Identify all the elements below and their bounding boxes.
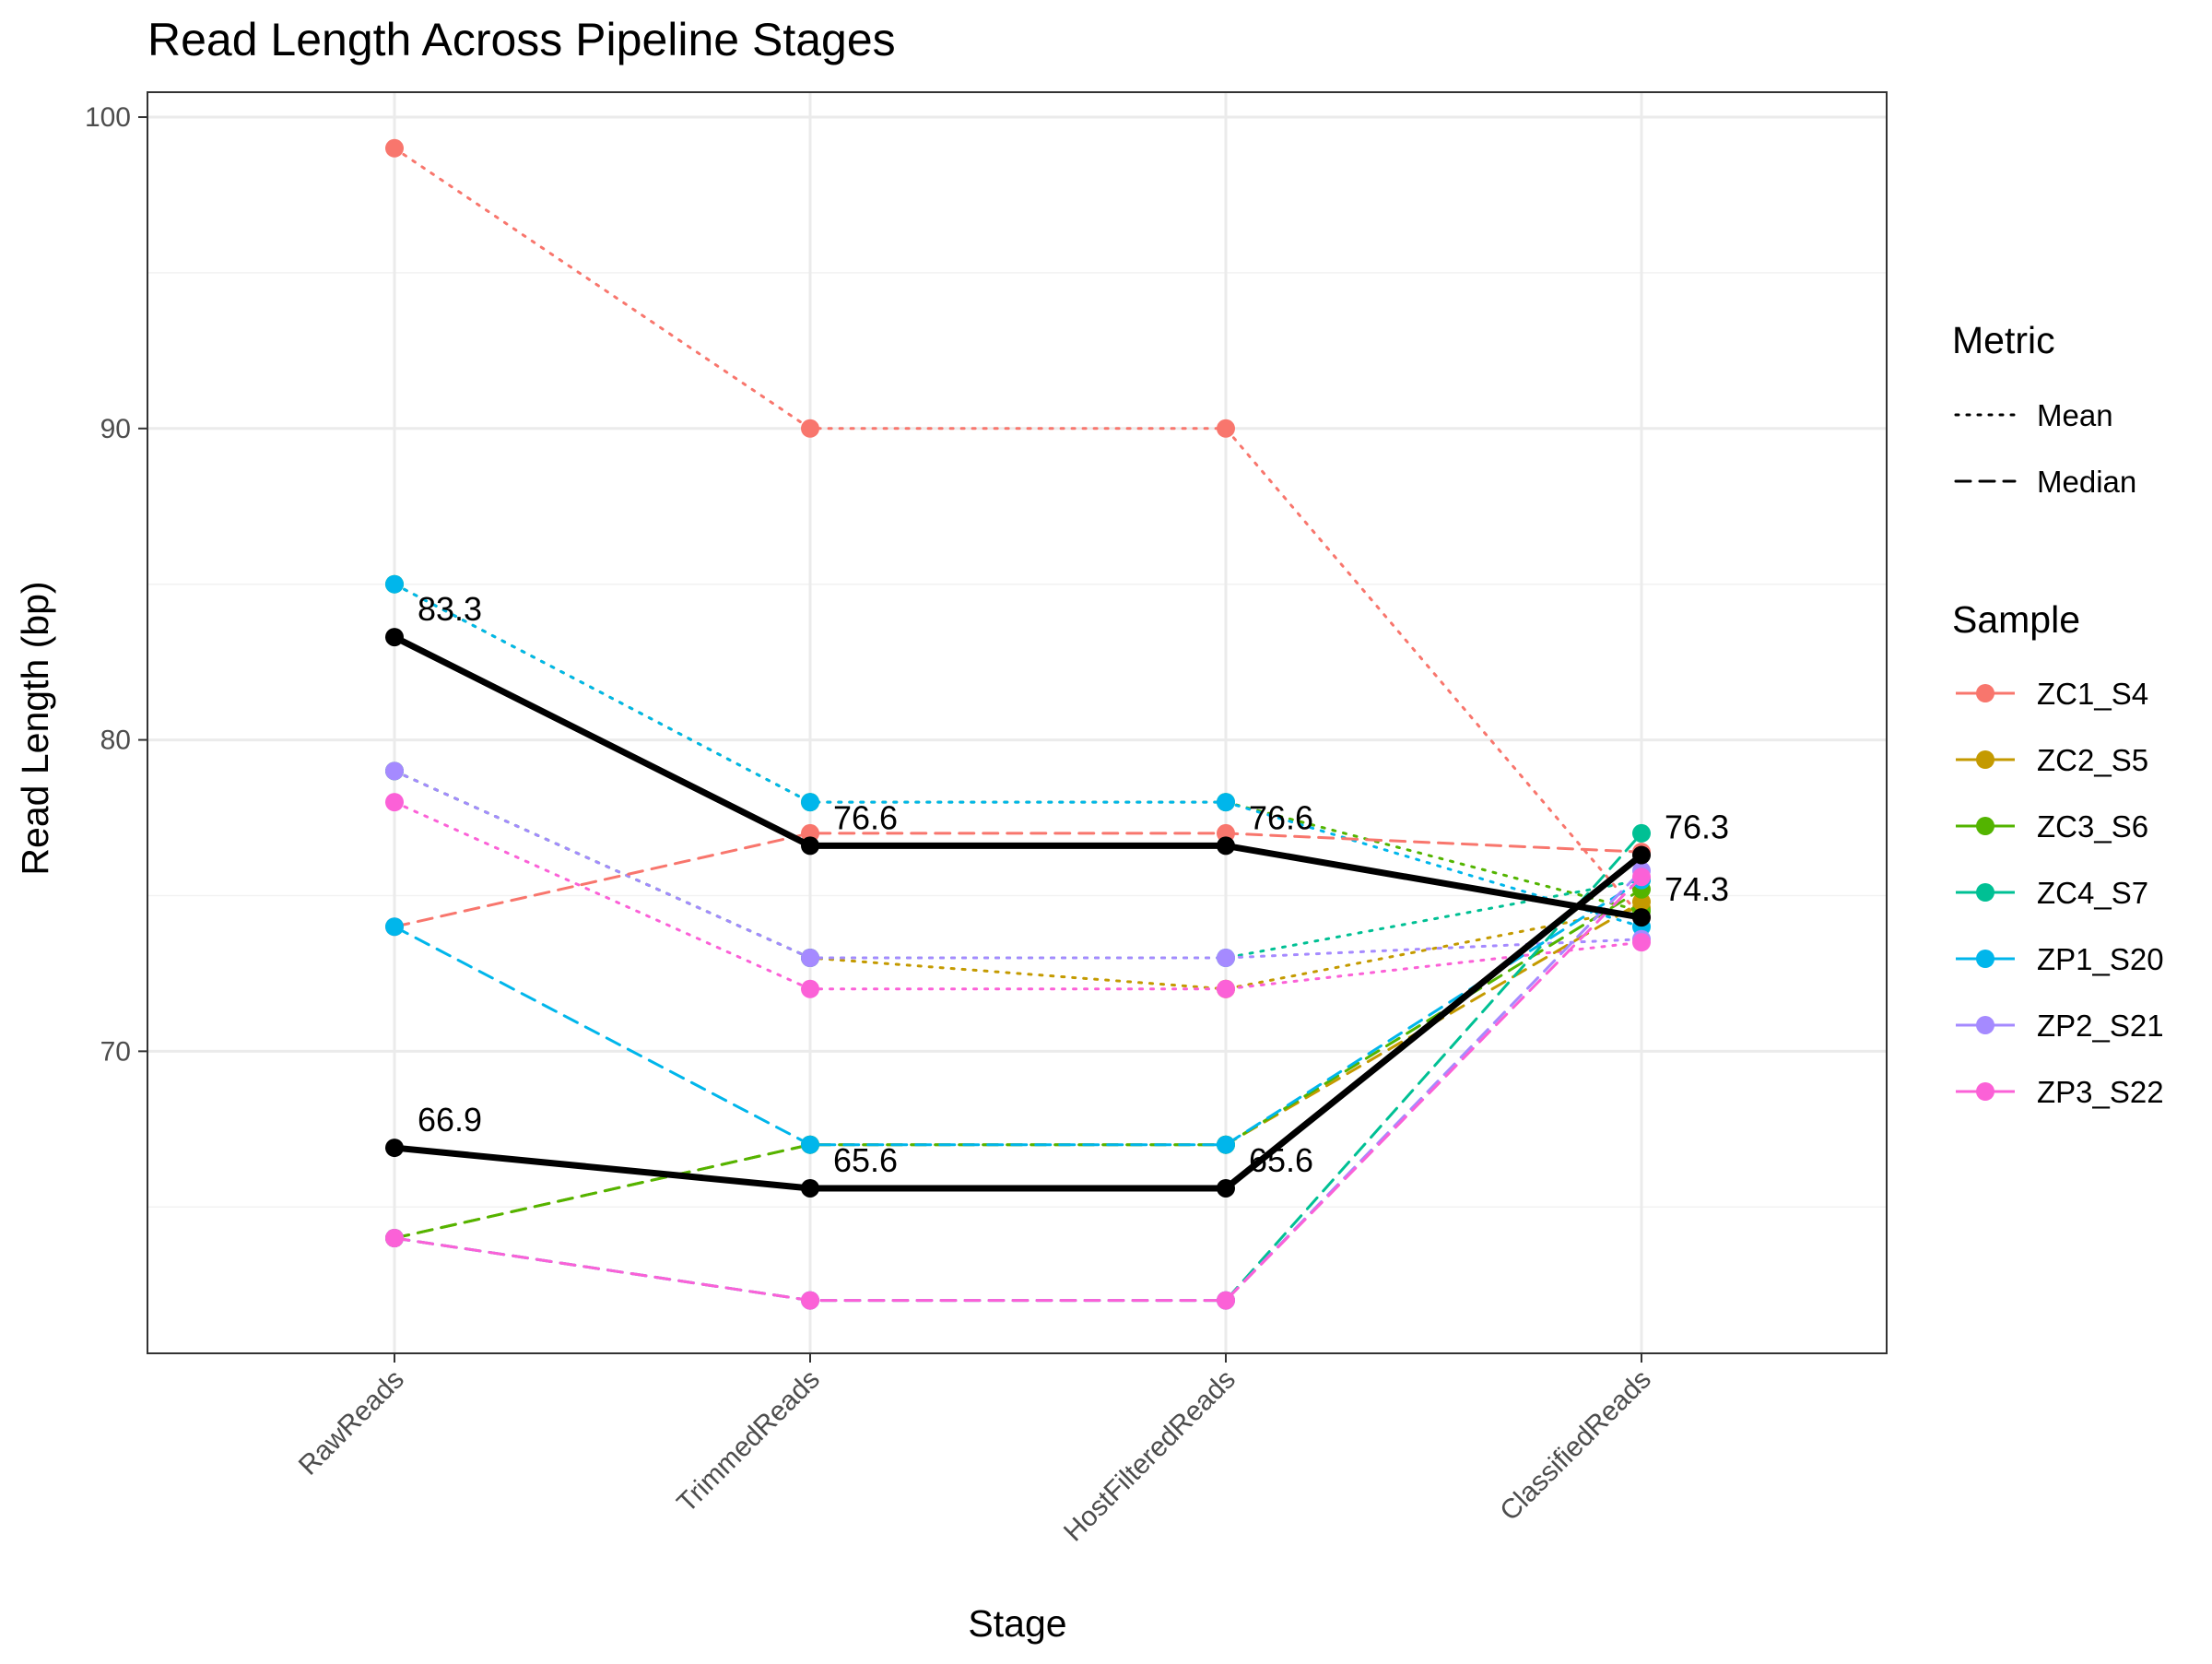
series-line-zp3_s22-median (393, 875, 1643, 1303)
data-point (1632, 823, 1651, 843)
summary-point (1217, 836, 1235, 856)
y-tick-label: 90 (100, 414, 131, 444)
y-axis-title: Read Length (bp) (14, 581, 56, 875)
data-point (801, 949, 819, 968)
legend-label: Median (2037, 465, 2136, 499)
data-point (801, 979, 819, 998)
series-line-zp1_s20-median (393, 879, 1643, 1147)
legend-marker (1976, 684, 1994, 702)
data-point (385, 1229, 404, 1248)
data-point (801, 1135, 819, 1154)
series-line-zp2_s21-mean (393, 769, 1643, 960)
legend-label: ZC2_S5 (2037, 743, 2148, 777)
data-point (385, 574, 404, 594)
summary-lines (385, 628, 1651, 1198)
legend-label: ZC1_S4 (2037, 677, 2148, 711)
data-point (1217, 793, 1235, 812)
data-point (385, 761, 404, 781)
summary-point (801, 836, 819, 856)
data-point (1217, 979, 1235, 998)
data-point (801, 419, 819, 438)
legend-label: ZC3_S6 (2037, 809, 2148, 844)
summary-point (1632, 908, 1651, 927)
data-labels: 83.3 76.6 76.6 74.3 66.9 65.6 65.6 76.3 (418, 590, 1729, 1179)
summary-point (1632, 845, 1651, 865)
x-axis-title: Stage (968, 1602, 1066, 1645)
data-label: 65.6 (833, 1141, 898, 1179)
data-label: 76.6 (1249, 798, 1313, 836)
legend-marker (1976, 817, 1994, 835)
data-point (801, 1291, 819, 1310)
y-tick-label: 100 (85, 102, 131, 133)
data-label: 83.3 (418, 590, 482, 628)
summary-point (385, 1139, 404, 1158)
legend-label: ZC4_S7 (2037, 876, 2148, 910)
legend-label: ZP1_S20 (2037, 942, 2164, 976)
series-line-zp1_s20-mean (393, 583, 1643, 928)
plot-background (147, 92, 1887, 1353)
series-line-zp3_s22-mean (393, 800, 1643, 991)
data-label: 76.6 (833, 798, 898, 836)
series-line-zc2_s5-mean (393, 769, 1643, 991)
legend-label: ZP3_S22 (2037, 1075, 2164, 1109)
summary-point (801, 1178, 819, 1198)
data-point (1217, 419, 1235, 438)
legend-label: Mean (2037, 398, 2113, 432)
series-line-zc1_s4-median (393, 832, 1643, 928)
legend-marker (1976, 1082, 1994, 1101)
legend: Metric Sample Mean Median ZC1_S4 ZC2_S5 ZC3_… (1952, 319, 2164, 1109)
data-label: 76.3 (1665, 808, 1729, 846)
data-point (385, 793, 404, 812)
data-point (385, 138, 404, 158)
legend-marker (1976, 1016, 1994, 1034)
data-label: 66.9 (418, 1101, 482, 1139)
legend-metric-title: Metric (1952, 319, 2055, 361)
data-point (1217, 949, 1235, 968)
series-line-zc1_s4-mean (393, 147, 1643, 919)
legend-marker (1976, 883, 1994, 902)
y-tick-label: 70 (100, 1036, 131, 1067)
data-point (1632, 933, 1651, 952)
data-point (1632, 867, 1651, 887)
summary-line-mean (393, 633, 1642, 921)
data-point (1217, 1135, 1235, 1154)
chart-title: Read Length Across Pipeline Stages (147, 14, 896, 65)
summary-point (385, 628, 404, 647)
data-point (1217, 1291, 1235, 1310)
plot-panel (147, 92, 1887, 1353)
data-point (801, 793, 819, 812)
legend-marker (1976, 950, 1994, 968)
data-label: 74.3 (1665, 870, 1729, 908)
y-tick-label: 80 (100, 726, 131, 756)
summary-point (1217, 1178, 1235, 1198)
summary-line-median (394, 852, 1644, 1192)
series-lines (385, 138, 1651, 1310)
panel-border (147, 91, 1888, 1354)
legend-label: ZP2_S21 (2037, 1009, 2164, 1043)
data-point (385, 917, 404, 937)
legend-marker (1976, 750, 1994, 769)
data-label: 65.6 (1249, 1141, 1313, 1179)
legend-sample-title: Sample (1952, 598, 2080, 641)
